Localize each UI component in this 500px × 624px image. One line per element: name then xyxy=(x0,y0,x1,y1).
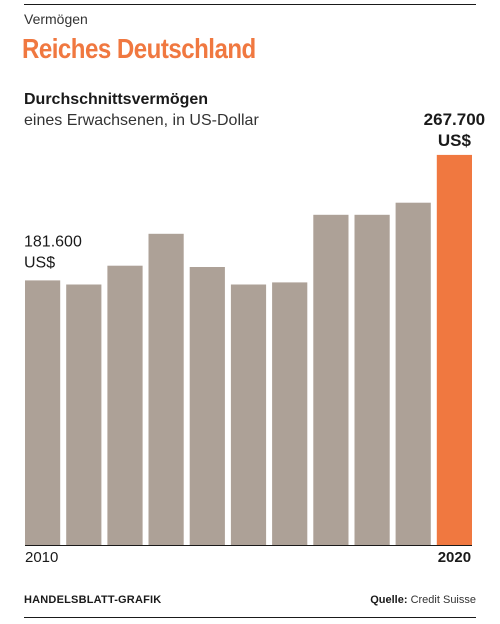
top-rule xyxy=(24,4,476,5)
bar-2017 xyxy=(313,214,349,546)
x-tick-label-2020: 2020 xyxy=(438,549,471,566)
data-label-2010-line-2: US$ xyxy=(24,254,55,271)
headline: Reiches Deutschland xyxy=(22,33,256,64)
bar-2012 xyxy=(107,265,143,545)
data-label-2010-line-1: 181.600 xyxy=(24,233,82,250)
data-label-2020-line-2: US$ xyxy=(438,131,472,150)
chart-subtitle: eines Erwachsenen, in US-Dollar xyxy=(24,112,259,129)
data-label-2020-line-1: 267.700 xyxy=(424,110,485,129)
bar-2010 xyxy=(25,280,61,545)
chart-title: Durchschnittsvermögen xyxy=(24,91,209,108)
bar-2020 xyxy=(436,154,472,545)
bar-2018 xyxy=(354,214,390,546)
source-note: Quelle: Credit Suisse xyxy=(370,594,476,606)
source-name: Credit Suisse xyxy=(410,594,476,606)
bar-2014 xyxy=(189,267,225,545)
bar-2013 xyxy=(148,233,184,546)
bar-2015 xyxy=(230,284,267,545)
bar-2019 xyxy=(395,202,431,545)
bottom-rule xyxy=(24,617,476,618)
kicker: Vermögen xyxy=(24,11,88,27)
bar-2011 xyxy=(66,284,102,545)
credit-label: HANDELSBLATT-GRAFIK xyxy=(24,594,162,606)
source-label: Quelle: xyxy=(370,594,408,606)
x-tick-label-2010: 2010 xyxy=(25,549,58,566)
bar-2016 xyxy=(272,282,308,545)
